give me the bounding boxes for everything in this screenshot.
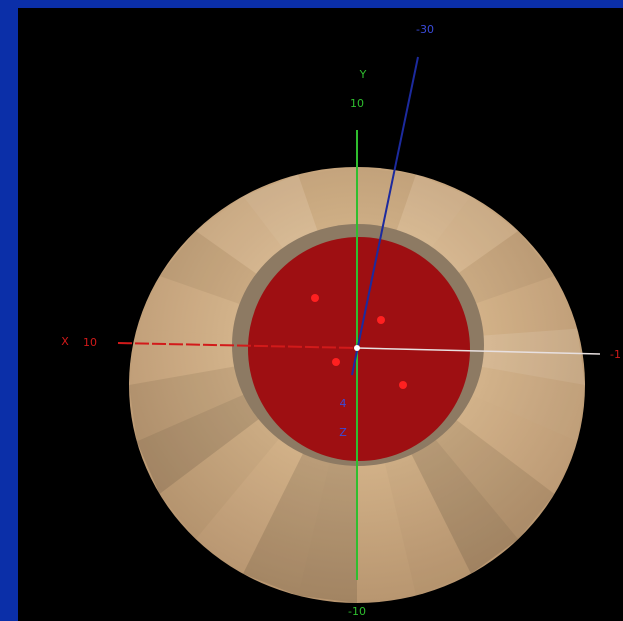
z-axis [351,56,419,376]
marker [311,294,319,302]
y-axis-name: Y [359,68,367,81]
marker [377,316,385,324]
x-axis-negative [356,347,601,355]
y-min-label: -10 [348,605,366,618]
x-axis-name: X [61,335,69,348]
z-max-label: -30 [416,23,434,36]
marker [399,381,407,389]
z-min-label: 4 [340,397,347,410]
z-axis-name: Z [339,426,347,439]
y-max-label: 10 [350,97,364,110]
origin [354,345,360,351]
x-max-label: 10 [83,336,97,349]
x-min-label: -1 [610,348,621,361]
marker [332,358,340,366]
x-axis-positive [117,342,358,349]
